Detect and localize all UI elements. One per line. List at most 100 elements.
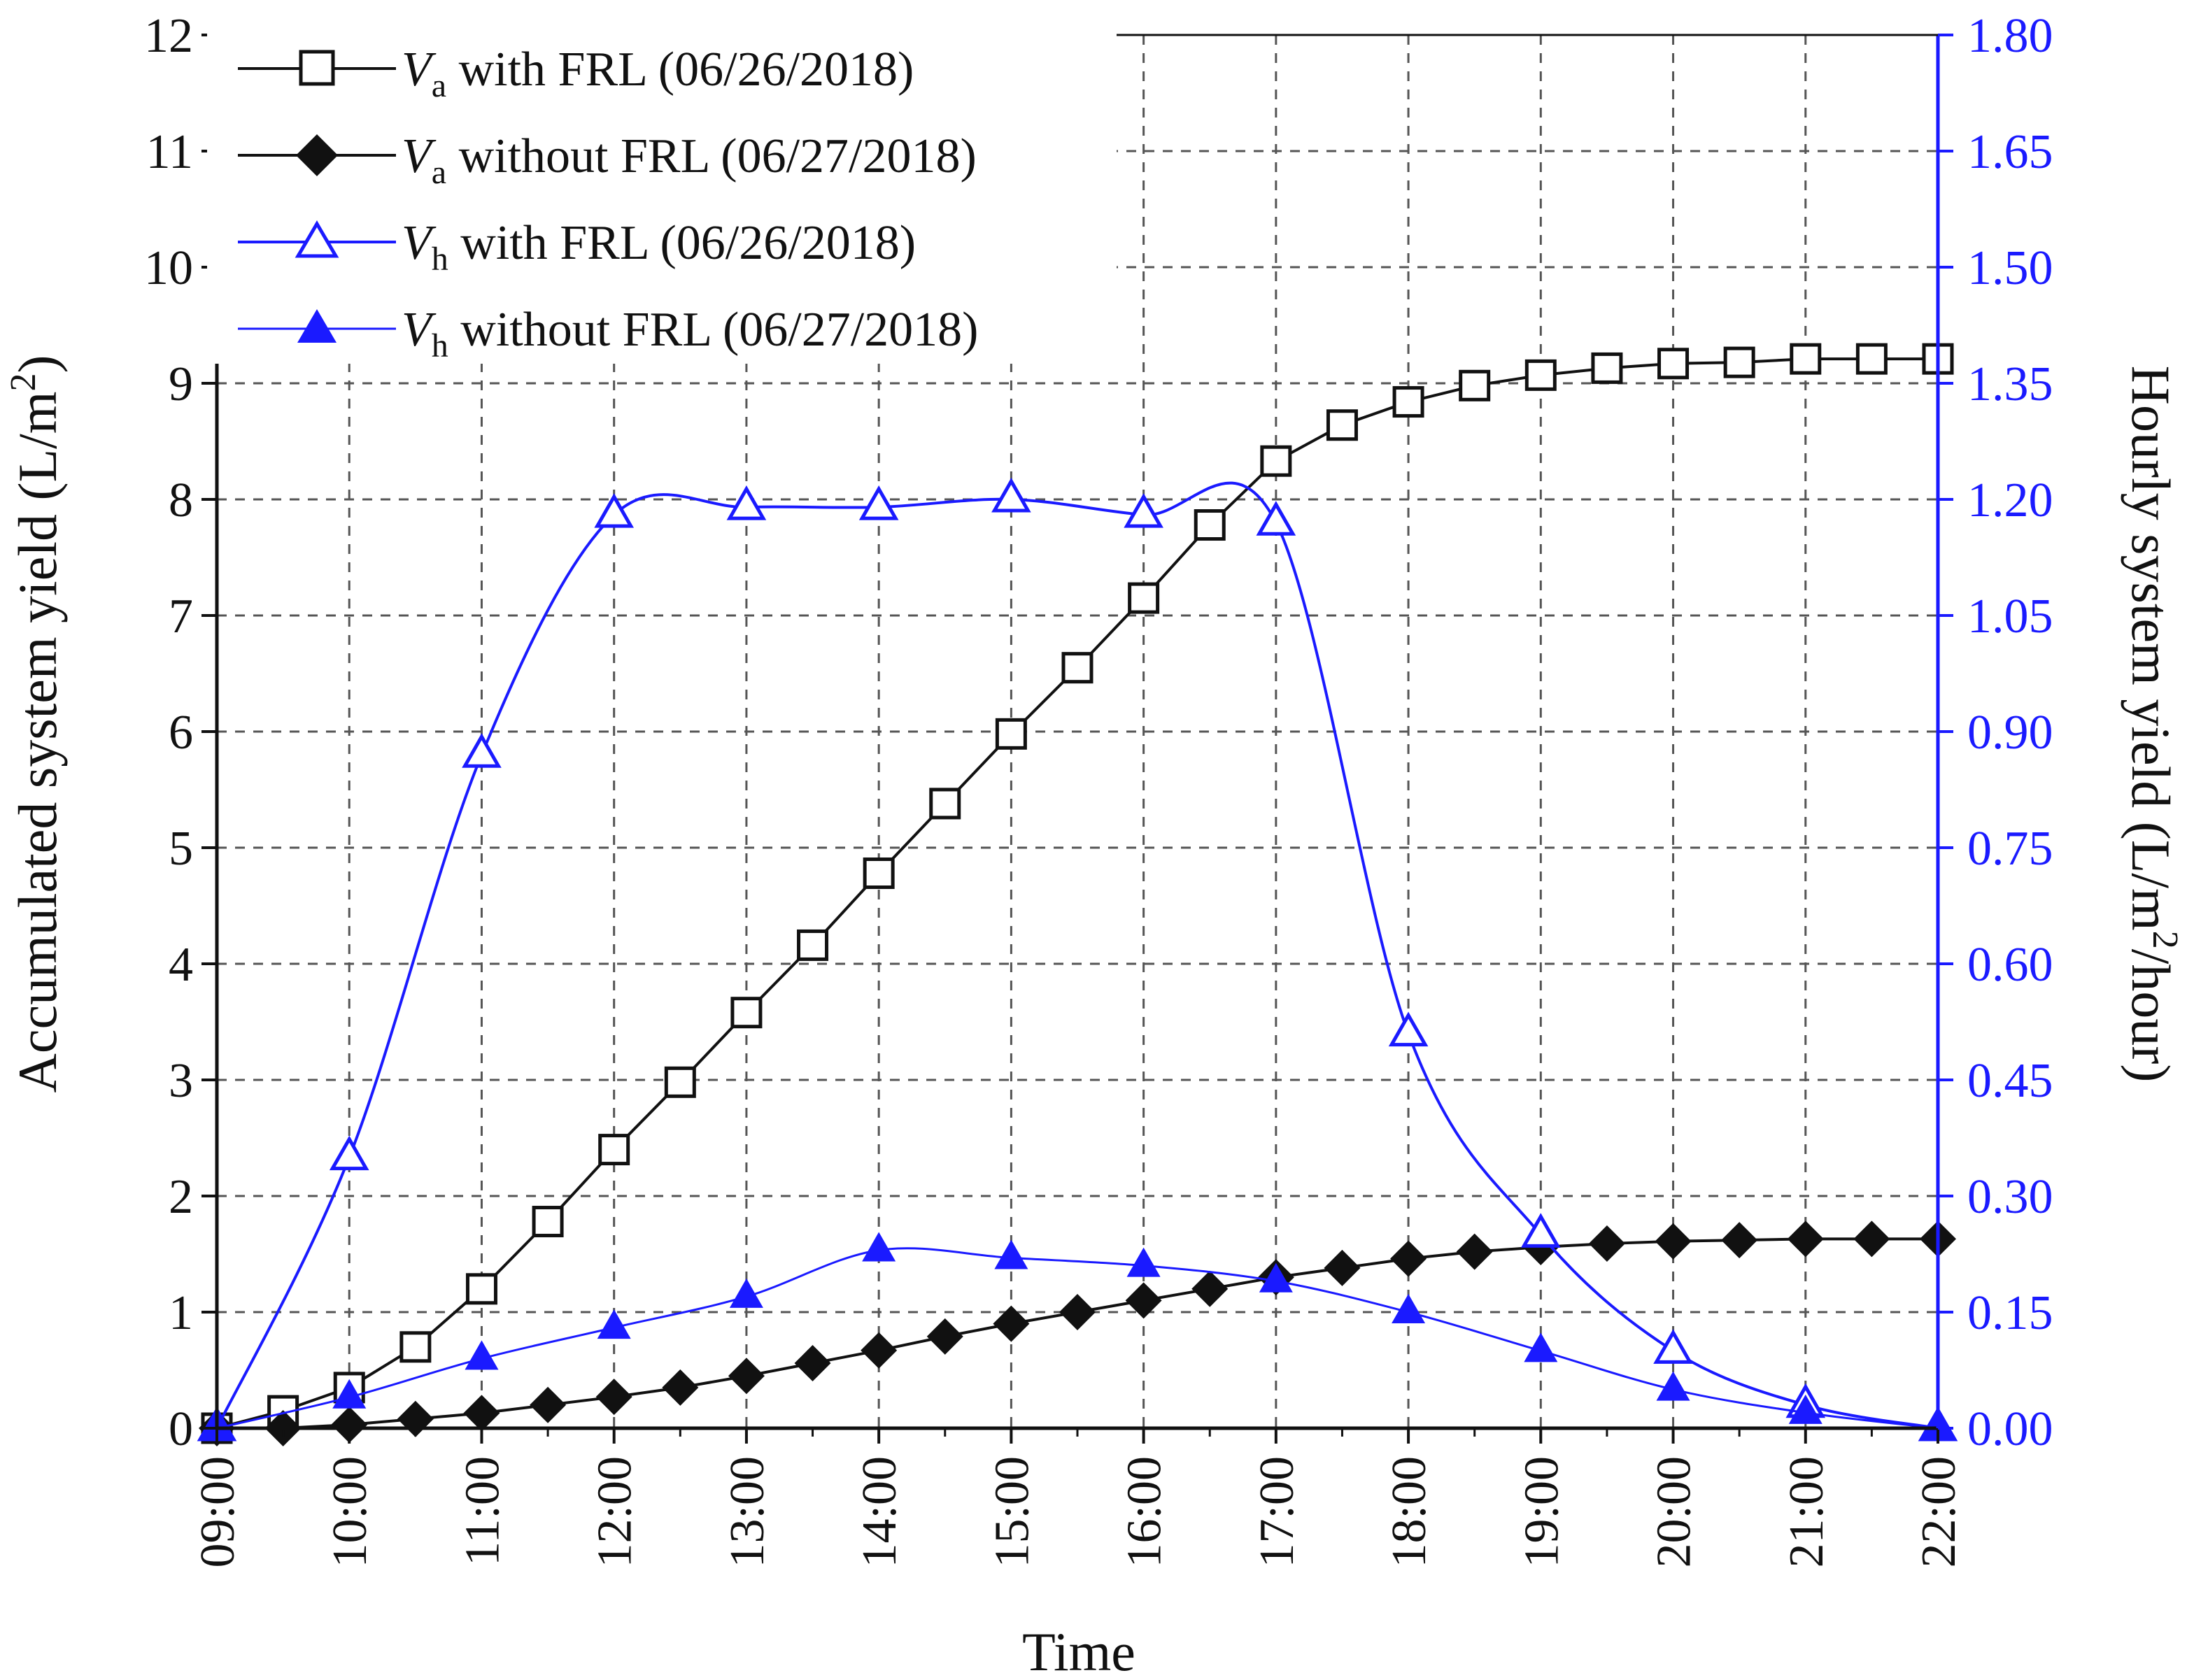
data-point-open-triangle [1124,493,1163,528]
y-right-tick-label: 0.30 [1967,1170,2053,1224]
data-point-open-triangle [1520,1213,1561,1248]
data-point-open-square [1524,359,1557,391]
y-right-tick-label: 0.75 [1967,822,2053,876]
x-axis-title: Time [1022,1621,1135,1680]
data-point-filled-diamond [1787,1220,1824,1258]
data-point-open-square [598,1134,630,1166]
x-tick-label: 16:00 [1118,1456,1172,1567]
data-point-open-triangle [858,485,899,520]
data-point-open-square [1326,409,1358,441]
x-tick-label: 20:00 [1648,1456,1701,1567]
data-point-open-square [797,929,829,961]
data-point-open-triangle [1388,1011,1429,1047]
y-axis-right-title: Hourly system yield (L/m2/hour) [2121,366,2185,1083]
data-point-filled-triangle [1656,1371,1690,1401]
y-axis-left-title-sup: 2 [3,373,43,392]
legend-rest: without FRL (06/27/2018) [446,129,977,183]
y-axis-right-title-end: /hour) [2121,949,2181,1083]
legend-label-va-with-frl: Va with FRL (06/26/2018) [402,43,914,104]
data-point-filled-diamond [1588,1225,1625,1262]
data-point-open-triangle [462,733,502,768]
legend-marker-filled-diamond [296,134,338,176]
data-point-open-square [995,718,1027,750]
data-point-filled-diamond [1721,1222,1758,1259]
x-tick-label: 21:00 [1780,1456,1834,1567]
y-left-tick-label: 8 [169,474,193,527]
data-point-filled-diamond [1853,1220,1890,1258]
y-left-tick-label: 10 [144,241,193,295]
data-point-filled-diamond [1324,1249,1361,1286]
data-point-filled-triangle [1259,1262,1293,1293]
data-point-filled-diamond [1059,1294,1096,1330]
data-point-filled-triangle [332,1379,367,1409]
data-point-open-square [399,1331,432,1363]
data-point-filled-diamond [1390,1240,1427,1277]
data-point-filled-diamond [595,1379,632,1416]
legend-marker-open-square [299,50,335,86]
legend-item-vh-without-frl: Vh without FRL (06/27/2018) [238,303,978,364]
x-tick-label: 15:00 [985,1456,1039,1567]
legend-rest: with FRL (06/26/2018) [446,43,914,97]
x-tick-label: 09:00 [191,1456,245,1567]
x-tick-label: 19:00 [1515,1456,1569,1567]
y-axis-left-title: Accumulated system yield (L/m2) [3,355,68,1093]
data-point-open-triangle [726,485,767,520]
y-left-tick-label: 6 [169,706,193,760]
data-point-open-square [1723,346,1755,378]
y-axis-right-title-main: Hourly system yield (L/m [2121,366,2181,931]
data-point-open-triangle [1653,1329,1693,1364]
data-point-filled-triangle [862,1232,896,1262]
data-point-filled-diamond [1191,1270,1229,1307]
y-right-tick-label: 1.05 [1967,590,2053,643]
legend-item-va-with-frl: Va with FRL (06/26/2018) [238,43,914,104]
data-point-open-square [1459,369,1491,401]
y-right-tick-label: 0.15 [1967,1286,2053,1340]
y-right-tick-label: 0.00 [1967,1402,2053,1456]
data-point-filled-diamond [463,1395,500,1432]
data-point-open-triangle [1256,501,1296,536]
x-tick-label: 13:00 [721,1456,774,1567]
legend-var: V [402,43,437,97]
data-point-filled-triangle [465,1340,499,1370]
legend-var: V [402,216,437,270]
data-point-open-square [1260,445,1292,477]
y-right-tick-label: 1.80 [1967,9,2053,63]
data-point-open-square [1128,582,1160,614]
data-point-filled-diamond [1125,1282,1162,1319]
series-1 [199,1220,1956,1446]
y-right-tick-label: 1.20 [1967,474,2053,527]
data-point-open-square [664,1066,696,1098]
legend-label-va-without-frl: Va without FRL (06/27/2018) [402,129,977,191]
data-point-filled-triangle [1524,1332,1558,1362]
data-point-filled-triangle [1126,1247,1161,1277]
x-tick-label: 17:00 [1250,1456,1304,1567]
legend: Va with FRL (06/26/2018) Va without FRL … [207,14,1117,364]
legend-var: V [402,303,437,357]
series-layer [197,343,1958,1446]
data-point-open-triangle [991,477,1031,513]
data-point-open-square [1194,509,1226,541]
data-point-open-triangle [594,493,635,528]
legend-var: V [402,129,437,183]
data-point-open-square [863,857,895,890]
data-point-open-square [1790,343,1822,375]
y-left-tick-label: 2 [169,1170,193,1224]
y-left-tick-label: 11 [146,125,193,179]
legend-item-vh-with-frl: Vh with FRL (06/26/2018) [238,216,916,278]
y-left-tick-label: 4 [169,938,193,992]
x-tick-label: 14:00 [853,1456,907,1567]
data-point-filled-diamond [794,1345,831,1382]
legend-sub: a [432,67,446,104]
data-point-filled-diamond [993,1305,1030,1342]
legend-rest: with FRL (06/26/2018) [448,216,916,270]
y-right-tick-label: 1.50 [1967,241,2053,295]
y-left-tick-label: 3 [169,1054,193,1108]
series-line [216,1247,1939,1430]
y-right-tick-label: 0.60 [1967,938,2053,992]
legend-label-vh-without-frl: Vh without FRL (06/27/2018) [402,303,978,364]
data-point-filled-diamond [861,1332,898,1369]
y-right-tick-label: 0.90 [1967,706,2053,760]
tick-labels: 09:00 10:00 11:00 12:00 13:00 14:00 15:00 16:00… [144,9,2053,1567]
data-point-open-square [1061,652,1094,684]
